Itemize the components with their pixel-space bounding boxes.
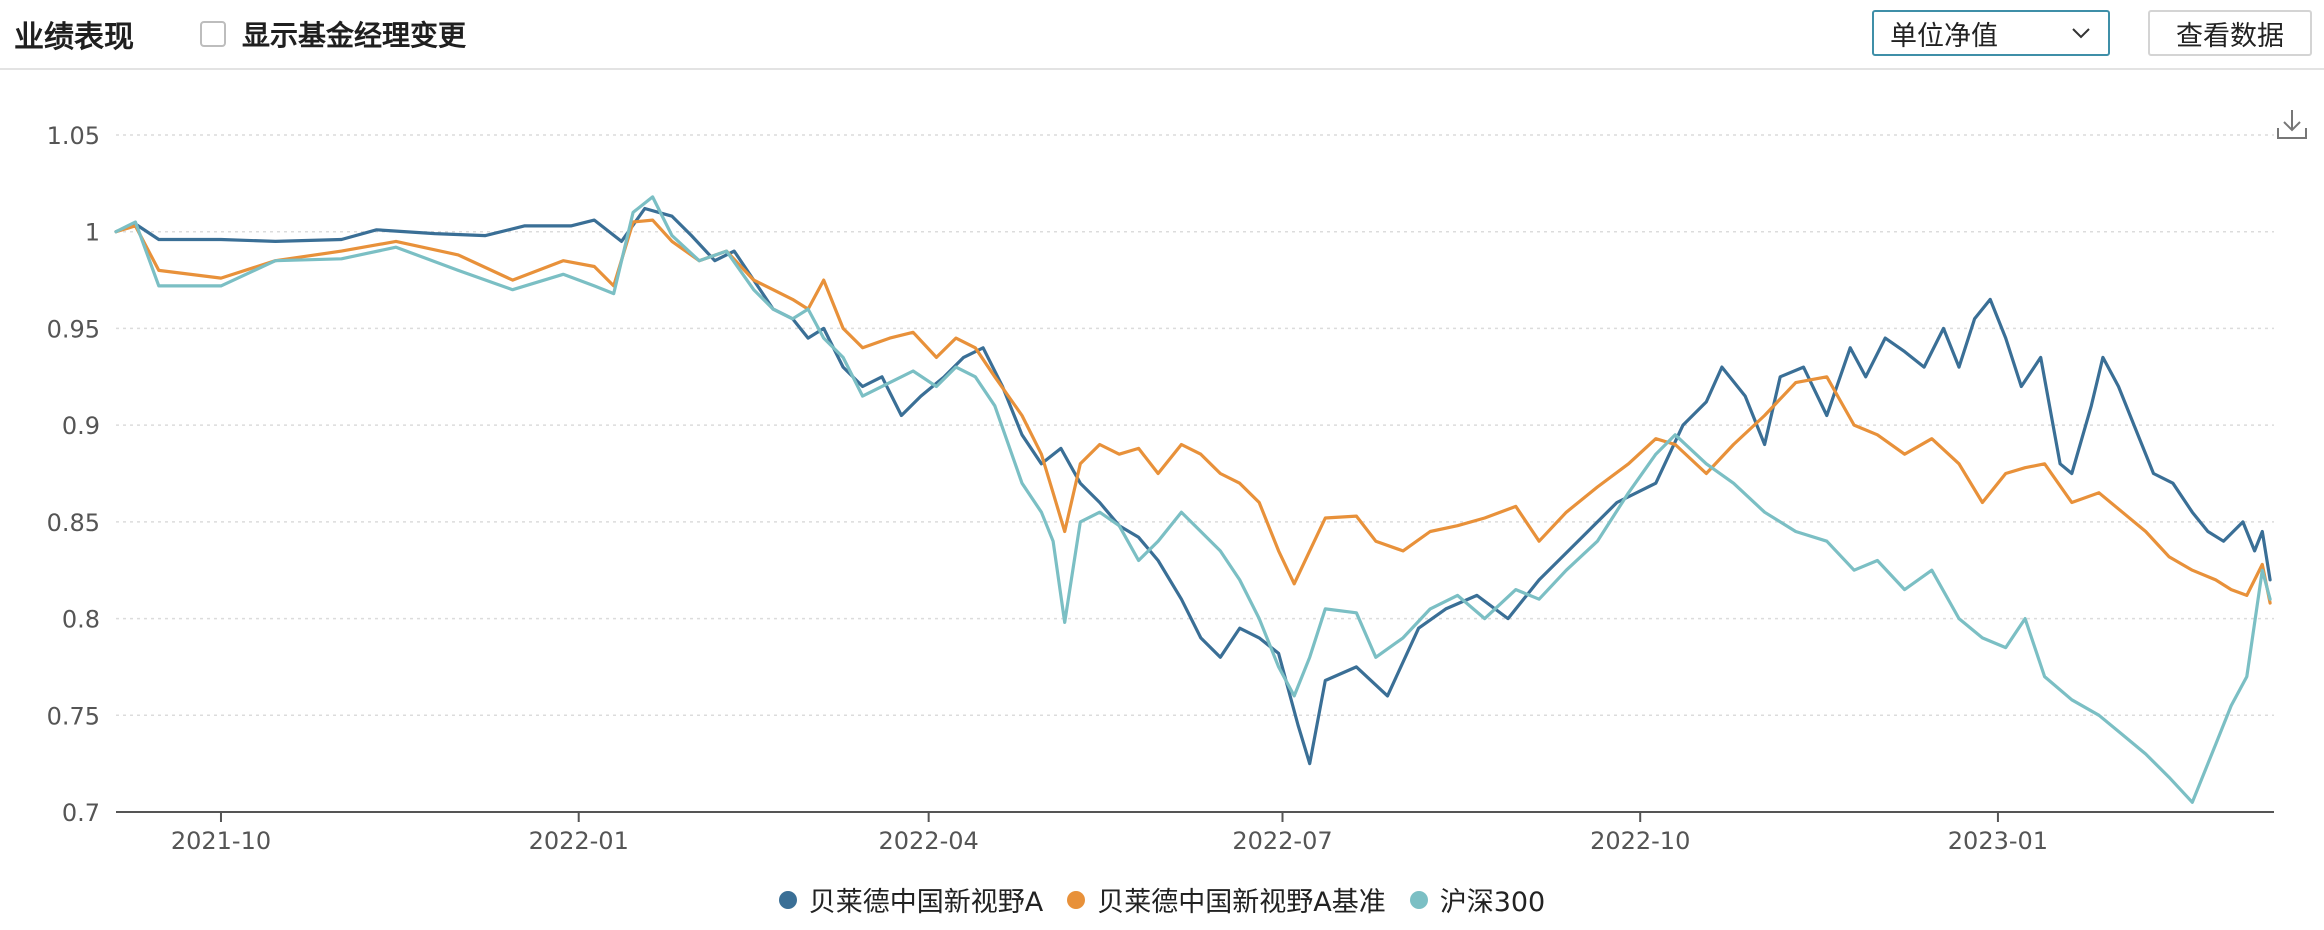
section-title: 业绩表现 — [14, 20, 134, 55]
checkbox[interactable] — [200, 21, 226, 47]
y-tick-label: 0.95 — [47, 315, 100, 343]
x-tick-label: 2022-10 — [1590, 827, 1690, 855]
series-line-2 — [114, 218, 2272, 605]
legend-item-benchmark[interactable]: 贝莱德中国新视野A基准 — [1067, 880, 1386, 919]
legend-marker — [1067, 890, 1086, 909]
legend-item-fund[interactable]: 贝莱德中国新视野A — [778, 880, 1044, 919]
x-tick-label: 2023-01 — [1948, 827, 2048, 855]
x-tick-label: 2022-01 — [529, 827, 629, 855]
download-icon[interactable] — [2274, 106, 2310, 142]
y-tick-label: 0.8 — [62, 606, 100, 634]
x-tick-label: 2021-10 — [171, 827, 271, 855]
view-data-button[interactable]: 查看数据 — [2148, 10, 2312, 56]
select-value: 单位净值 — [1890, 20, 1998, 52]
x-tick-label: 2022-04 — [879, 827, 979, 855]
legend-marker — [778, 890, 797, 909]
manager-change-toggle[interactable]: 显示基金经理变更 — [200, 14, 466, 54]
series-line-1 — [114, 206, 2272, 766]
series-line-3 — [114, 195, 2272, 804]
legend-label: 贝莱德中国新视野A — [808, 887, 1044, 918]
y-tick-label: 0.85 — [47, 509, 100, 537]
chevron-down-icon — [2072, 28, 2090, 39]
y-tick-label: 0.7 — [62, 799, 100, 827]
y-tick-label: 1.05 — [47, 122, 100, 150]
y-tick-label: 0.75 — [47, 702, 100, 730]
legend: 贝莱德中国新视野A 贝莱德中国新视野A基准 沪深300 — [0, 880, 2324, 919]
line-chart: 0.7 0.75 0.8 0.85 0.9 0.95 1 1.05 2021-10 2022-01… — [47, 122, 2274, 855]
toggle-label: 显示基金经理变更 — [242, 19, 467, 52]
legend-item-csi300[interactable]: 沪深300 — [1409, 880, 1546, 919]
legend-marker — [1409, 890, 1428, 909]
y-tick-label: 1 — [85, 219, 100, 247]
legend-label: 沪深300 — [1439, 887, 1546, 918]
value-type-select[interactable]: 单位净值 — [1872, 10, 2110, 56]
legend-label: 贝莱德中国新视野A基准 — [1097, 887, 1386, 918]
y-tick-label: 0.9 — [62, 412, 100, 440]
toolbar: 业绩表现 显示基金经理变更 单位净值 查看数据 — [0, 0, 2324, 70]
x-tick-label: 2022-07 — [1232, 827, 1332, 855]
